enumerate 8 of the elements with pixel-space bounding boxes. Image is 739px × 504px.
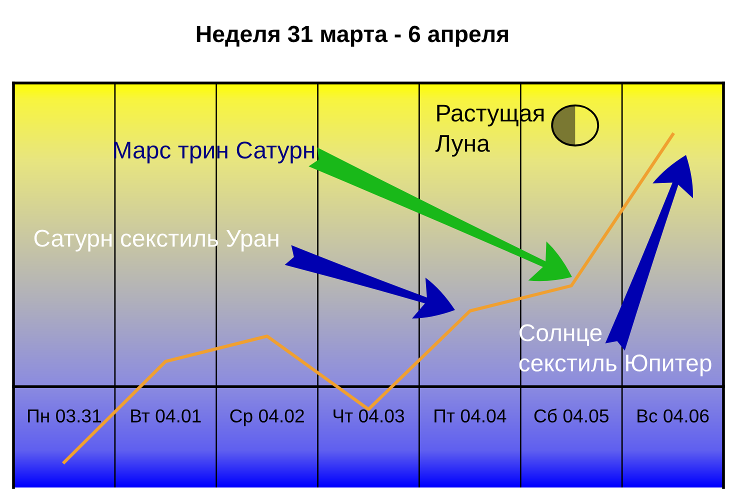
x-tick-label: Пт 04.04 — [434, 409, 506, 423]
x-tick-label: Ср 04.02 — [230, 409, 304, 426]
x-tick-label: Сб 04.05 — [534, 408, 608, 423]
x-tick-label: Вс 04.06 — [638, 409, 709, 423]
x-tick-label: Вт 04.01 — [131, 409, 201, 423]
x-tick-label: Чт 04.03 — [334, 409, 404, 423]
chart-title: Неделя 31 марта - 6 апреля — [196, 26, 508, 47]
x-tick-label: Пн 03.31 — [28, 409, 102, 423]
